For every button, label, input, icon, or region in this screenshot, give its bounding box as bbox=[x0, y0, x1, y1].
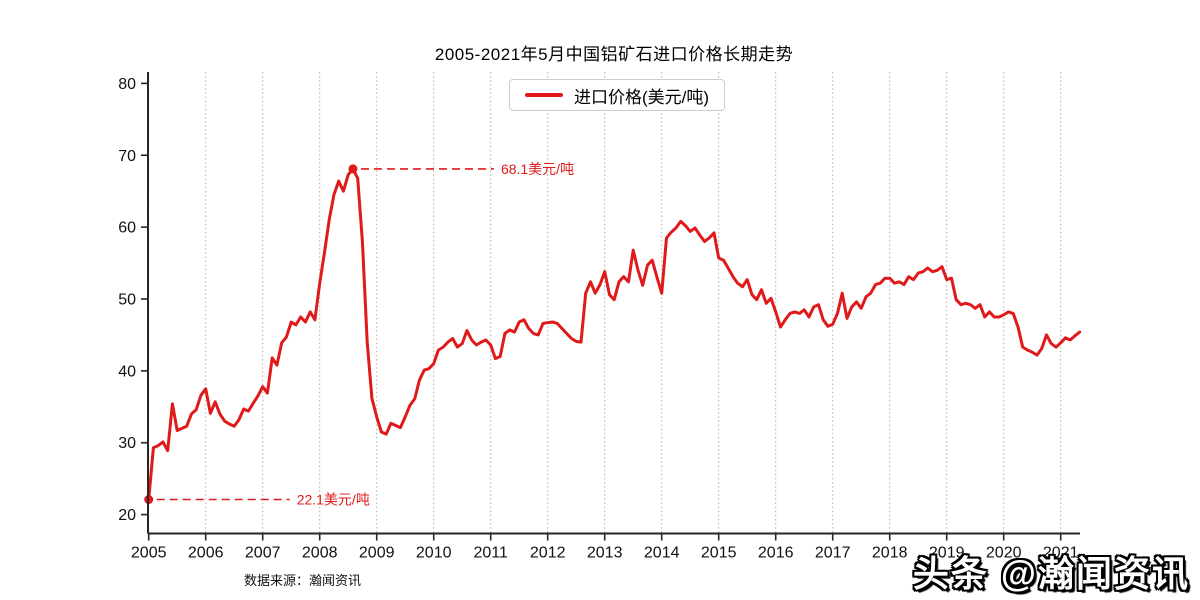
x-tick-label: 2010 bbox=[416, 545, 452, 562]
x-tick-label: 2015 bbox=[701, 545, 737, 562]
x-tick-label: 2017 bbox=[815, 545, 851, 562]
y-tick-label: 70 bbox=[118, 148, 136, 165]
price-line bbox=[147, 167, 1082, 501]
x-tick-label: 2021 bbox=[1043, 545, 1079, 562]
legend: 进口价格(美元/吨) bbox=[509, 79, 726, 111]
legend-line-swatch bbox=[525, 93, 563, 97]
x-tick-label: 2018 bbox=[872, 545, 908, 562]
x-tick-label: 2012 bbox=[530, 545, 566, 562]
x-tick-label: 2008 bbox=[302, 545, 338, 562]
y-tick-label: 60 bbox=[118, 220, 136, 237]
annotation-label: 68.1美元/吨 bbox=[501, 161, 574, 177]
y-tick-label: 20 bbox=[118, 507, 136, 524]
y-tick-label: 40 bbox=[118, 363, 136, 380]
x-tick-label: 2013 bbox=[587, 545, 623, 562]
y-tick-label: 30 bbox=[118, 435, 136, 452]
x-tick-label: 2007 bbox=[245, 545, 281, 562]
watermark: 头条 @瀚闻资讯 bbox=[912, 553, 1190, 594]
x-tick-label: 2020 bbox=[986, 545, 1022, 562]
x-tick-label: 2014 bbox=[644, 545, 680, 562]
x-tick-label: 2005 bbox=[131, 545, 167, 562]
chart-title: 2005-2021年5月中国铝矿石进口价格长期走势 bbox=[434, 45, 794, 64]
x-tick-label: 2019 bbox=[929, 545, 965, 562]
data-source-note: 数据来源：瀚闻资讯 bbox=[244, 573, 362, 588]
annotation-dot bbox=[348, 164, 358, 174]
x-tick-label: 2006 bbox=[188, 545, 224, 562]
x-tick-label: 2011 bbox=[473, 545, 508, 562]
annotation-label: 22.1美元/吨 bbox=[297, 492, 370, 508]
y-tick-label: 80 bbox=[118, 76, 136, 93]
legend-label: 进口价格(美元/吨) bbox=[574, 87, 710, 107]
x-tick-label: 2009 bbox=[359, 545, 395, 562]
y-tick-label: 50 bbox=[118, 291, 136, 308]
x-tick-label: 2016 bbox=[758, 545, 794, 562]
